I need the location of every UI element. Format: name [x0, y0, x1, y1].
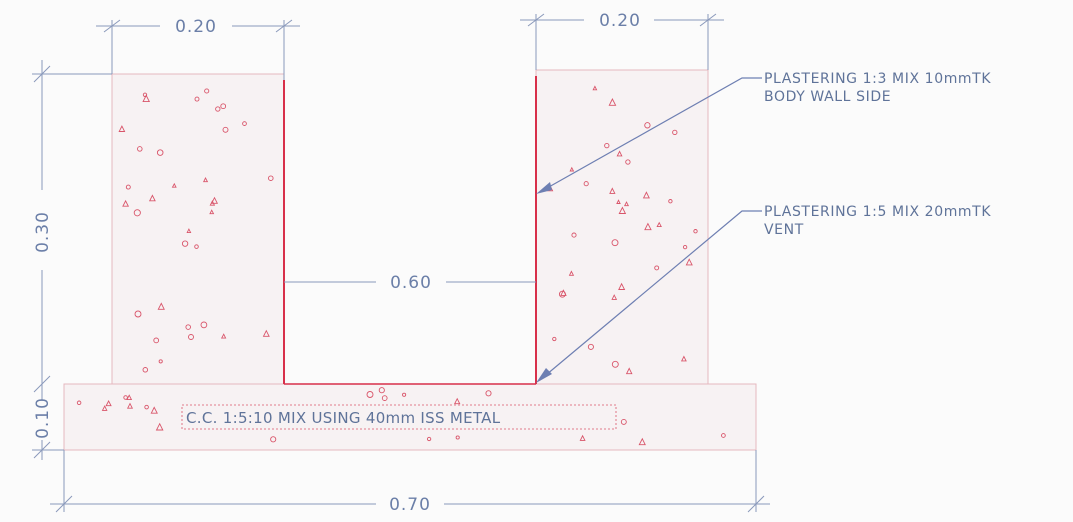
base-thickness-label: 0.10: [33, 397, 53, 439]
base-spec-text: C.C. 1:5:10 MIX USING 40mm ISS METAL: [186, 409, 501, 427]
plaster-wall-note-line1: PLASTERING 1:3 MIX 10mmTK: [764, 71, 991, 87]
right-wall: [536, 70, 708, 384]
concrete-bodies: [64, 70, 756, 450]
dim-base-width: 0.70: [50, 450, 770, 515]
left-wall: [112, 74, 284, 384]
dim-vent-width: 0.60: [284, 273, 536, 293]
plaster-lines: [284, 76, 536, 384]
left-wall-width-label: 0.20: [175, 17, 217, 37]
plaster-vent-note: PLASTERING 1:5 MIX 20mmTK VENT: [764, 204, 991, 238]
dim-left-wall-width: 0.20: [96, 17, 300, 80]
right-wall-width-label: 0.20: [599, 11, 641, 31]
base-width-label: 0.70: [389, 495, 431, 515]
plaster-wall-note-line2: BODY WALL SIDE: [764, 89, 891, 105]
dim-wall-height: 0.30: [32, 60, 112, 400]
plaster-vent-note-line2: VENT: [764, 222, 804, 238]
plaster-wall-note: PLASTERING 1:3 MIX 10mmTK BODY WALL SIDE: [764, 71, 991, 105]
dim-right-wall-width: 0.20: [520, 11, 724, 70]
plaster-vent-note-line1: PLASTERING 1:5 MIX 20mmTK: [764, 204, 991, 220]
wall-height-label: 0.30: [33, 211, 53, 253]
vent-width-label: 0.60: [390, 273, 432, 293]
